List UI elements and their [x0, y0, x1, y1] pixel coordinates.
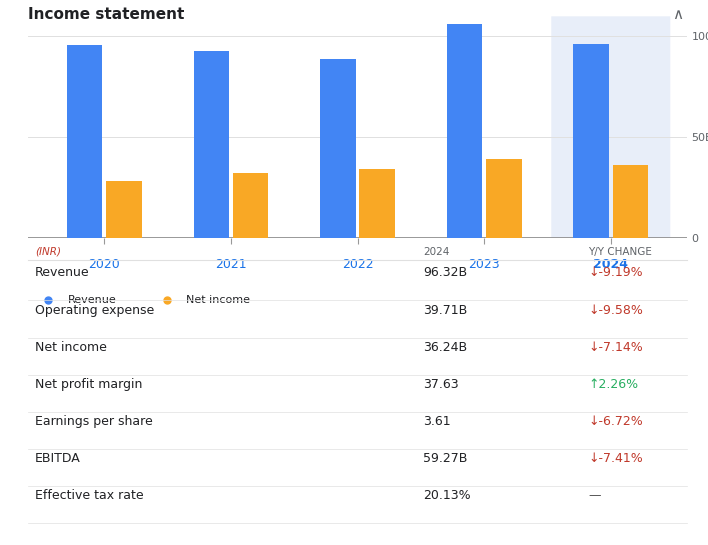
- Text: 3.61: 3.61: [423, 415, 451, 428]
- Bar: [486, 159, 522, 238]
- Text: 2023: 2023: [469, 258, 500, 271]
- Text: 2024: 2024: [593, 258, 628, 271]
- Text: 2021: 2021: [215, 258, 246, 271]
- Bar: [360, 169, 395, 238]
- Text: Net income: Net income: [35, 341, 107, 354]
- Text: ↓-6.72%: ↓-6.72%: [588, 415, 643, 428]
- Text: Net profit margin: Net profit margin: [35, 378, 142, 391]
- Bar: [106, 181, 142, 238]
- Text: ↓-7.41%: ↓-7.41%: [588, 452, 643, 465]
- Text: Effective tax rate: Effective tax rate: [35, 489, 144, 502]
- Text: Revenue: Revenue: [68, 295, 117, 305]
- Text: Y/Y CHANGE: Y/Y CHANGE: [588, 247, 652, 257]
- Text: 96.32B: 96.32B: [423, 267, 467, 280]
- Text: ↓-9.19%: ↓-9.19%: [588, 267, 643, 280]
- Text: 39.71B: 39.71B: [423, 304, 467, 317]
- Text: (INR): (INR): [35, 247, 61, 257]
- Bar: [612, 165, 648, 238]
- Bar: [233, 173, 268, 238]
- Text: ↑2.26%: ↑2.26%: [588, 378, 638, 391]
- Text: EBITDA: EBITDA: [35, 452, 81, 465]
- Text: Income statement: Income statement: [28, 7, 185, 22]
- Text: ↓-7.14%: ↓-7.14%: [588, 341, 643, 354]
- Text: ∧: ∧: [672, 7, 683, 22]
- Text: Operating expense: Operating expense: [35, 304, 154, 317]
- Text: ↓-9.58%: ↓-9.58%: [588, 304, 643, 317]
- FancyBboxPatch shape: [552, 16, 670, 238]
- Text: —: —: [588, 489, 600, 502]
- Text: 20.13%: 20.13%: [423, 489, 471, 502]
- Text: Earnings per share: Earnings per share: [35, 415, 153, 428]
- Text: 36.24B: 36.24B: [423, 341, 467, 354]
- Bar: [447, 25, 482, 238]
- Text: Net income: Net income: [186, 295, 251, 305]
- Text: 2022: 2022: [342, 258, 373, 271]
- Bar: [320, 59, 355, 238]
- Bar: [573, 44, 609, 238]
- Text: 59.27B: 59.27B: [423, 452, 468, 465]
- Text: Revenue: Revenue: [35, 267, 89, 280]
- Text: 37.63: 37.63: [423, 378, 459, 391]
- Text: 2024: 2024: [423, 247, 450, 257]
- Bar: [193, 51, 229, 238]
- Bar: [67, 45, 103, 238]
- Text: 2020: 2020: [88, 258, 120, 271]
